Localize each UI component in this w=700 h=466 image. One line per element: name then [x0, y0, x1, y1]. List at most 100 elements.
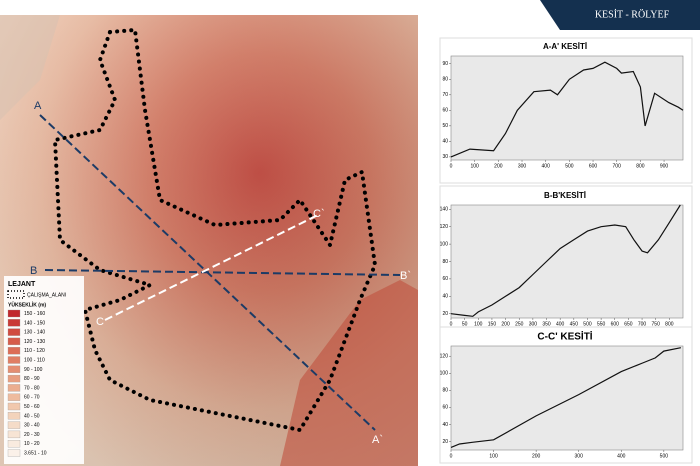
section-label: C`: [313, 208, 325, 220]
legend-label: 50 - 60: [24, 404, 40, 410]
legend-swatch: [7, 309, 21, 318]
relief-patch: [0, 15, 60, 120]
legend-swatch: [7, 319, 21, 327]
legend-label: 20 - 30: [24, 432, 40, 438]
y-tick-label: 100: [440, 241, 449, 247]
legend-swatch: [7, 374, 21, 383]
x-tick-label: 200: [494, 163, 503, 169]
x-tick-label: 800: [636, 163, 645, 169]
y-tick-label: 80: [442, 388, 448, 394]
profile-line: [450, 204, 681, 317]
y-tick-label: 120: [440, 354, 449, 360]
x-tick-label: 750: [652, 321, 661, 327]
legend: LEJANT ÇALIŞMA_ALANI YÜKSEKLİK (m) 150 -…: [4, 276, 84, 464]
chart-title: B-B'KESİTİ: [544, 191, 586, 200]
x-tick-label: 600: [611, 321, 620, 327]
legend-label: 100 - 110: [24, 358, 45, 364]
plot-area: [450, 55, 684, 161]
y-tick-label: 140: [440, 207, 449, 213]
x-tick-label: 900: [660, 163, 669, 169]
y-tick-label: 60: [442, 276, 448, 282]
y-tick-label: 30: [442, 154, 448, 160]
section-label: C: [96, 316, 104, 328]
x-tick-label: 450: [570, 321, 579, 327]
x-tick-label: 500: [583, 321, 592, 327]
x-tick-label: 0: [450, 321, 453, 327]
x-tick-label: 400: [617, 453, 626, 459]
y-tick-label: 120: [440, 224, 449, 230]
legend-swatch: [7, 328, 21, 336]
legend-label: 150 - 160: [24, 311, 45, 317]
y-tick-label: 40: [442, 139, 448, 145]
x-tick-label: 0: [450, 163, 453, 169]
legend-label: 90 - 100: [24, 367, 43, 373]
x-tick-label: 800: [665, 321, 674, 327]
y-tick-label: 90: [442, 61, 448, 67]
y-tick-label: 20: [442, 311, 448, 317]
section-label: A`: [372, 434, 383, 446]
y-tick-label: 60: [442, 405, 448, 411]
plot-area: [450, 204, 684, 319]
legend-area-symbol: [7, 290, 25, 299]
x-tick-label: 400: [556, 321, 565, 327]
y-tick-label: 100: [440, 371, 449, 377]
x-tick-label: 200: [501, 321, 510, 327]
relief-patch: [280, 280, 418, 466]
legend-swatch: [7, 356, 21, 364]
x-tick-label: 700: [613, 163, 622, 169]
section-line-c: [104, 214, 319, 321]
legend-swatch: [7, 347, 21, 355]
legend-title: LEJANT: [8, 281, 36, 288]
profile-line: [450, 347, 682, 448]
x-tick-label: 0: [450, 453, 453, 459]
legend-swatch: [7, 440, 21, 448]
legend-swatch: [7, 421, 21, 429]
legend-swatch: [7, 393, 21, 401]
legend-label: 30 - 40: [24, 423, 40, 429]
x-tick-label: 100: [489, 453, 498, 459]
x-tick-label: 600: [589, 163, 598, 169]
legend-area-label: ÇALIŞMA_ALANI: [27, 292, 66, 298]
legend-label: 120 - 130: [24, 339, 45, 345]
section-label: B: [30, 265, 37, 277]
profile-line: [450, 61, 684, 158]
y-tick-label: 50: [442, 123, 448, 129]
x-tick-label: 350: [542, 321, 551, 327]
header-title: KESİT - RÖLYEF: [595, 8, 670, 20]
x-tick-label: 650: [624, 321, 633, 327]
legend-swatch: [7, 337, 21, 346]
section-label: A: [34, 100, 42, 112]
x-tick-label: 300: [529, 321, 538, 327]
legend-swatch: [7, 449, 21, 457]
x-tick-label: 100: [471, 163, 480, 169]
legend-label: 80 - 90: [24, 376, 40, 382]
x-tick-label: 400: [542, 163, 551, 169]
y-tick-label: 40: [442, 294, 448, 300]
section-line-b: [44, 269, 401, 276]
chart-title: C-C' KESİTİ: [537, 330, 592, 343]
x-tick-label: 100: [474, 321, 483, 327]
y-tick-label: 80: [442, 259, 448, 265]
chart-title: A-A' KESİTİ: [543, 42, 587, 51]
legend-label: 60 - 70: [24, 395, 40, 401]
x-tick-label: 500: [565, 163, 574, 169]
x-tick-label: 300: [575, 453, 584, 459]
legend-swatch: [7, 365, 21, 373]
legend-label: 40 - 50: [24, 413, 40, 419]
y-tick-label: 70: [442, 92, 448, 98]
legend-elevation-title: YÜKSEKLİK (m): [8, 301, 46, 308]
legend-label: 130 - 140: [24, 330, 45, 336]
plot-area: [450, 345, 684, 451]
legend-swatch: [7, 384, 21, 392]
x-tick-label: 700: [638, 321, 647, 327]
header-banner: [540, 0, 700, 30]
y-tick-label: 80: [442, 77, 448, 83]
y-tick-label: 60: [442, 108, 448, 114]
legend-label: 3.651 - 10: [24, 451, 47, 457]
x-tick-label: 550: [597, 321, 606, 327]
x-tick-label: 300: [518, 163, 527, 169]
y-tick-label: 40: [442, 422, 448, 428]
legend-label: 140 - 150: [24, 320, 45, 326]
